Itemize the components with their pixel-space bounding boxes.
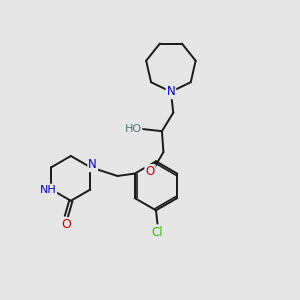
Text: N: N bbox=[88, 158, 97, 171]
Text: O: O bbox=[61, 218, 71, 231]
Text: O: O bbox=[146, 165, 154, 178]
Text: NH: NH bbox=[40, 184, 56, 195]
Text: N: N bbox=[167, 85, 175, 98]
Text: HO: HO bbox=[124, 124, 142, 134]
Text: Cl: Cl bbox=[152, 226, 163, 238]
